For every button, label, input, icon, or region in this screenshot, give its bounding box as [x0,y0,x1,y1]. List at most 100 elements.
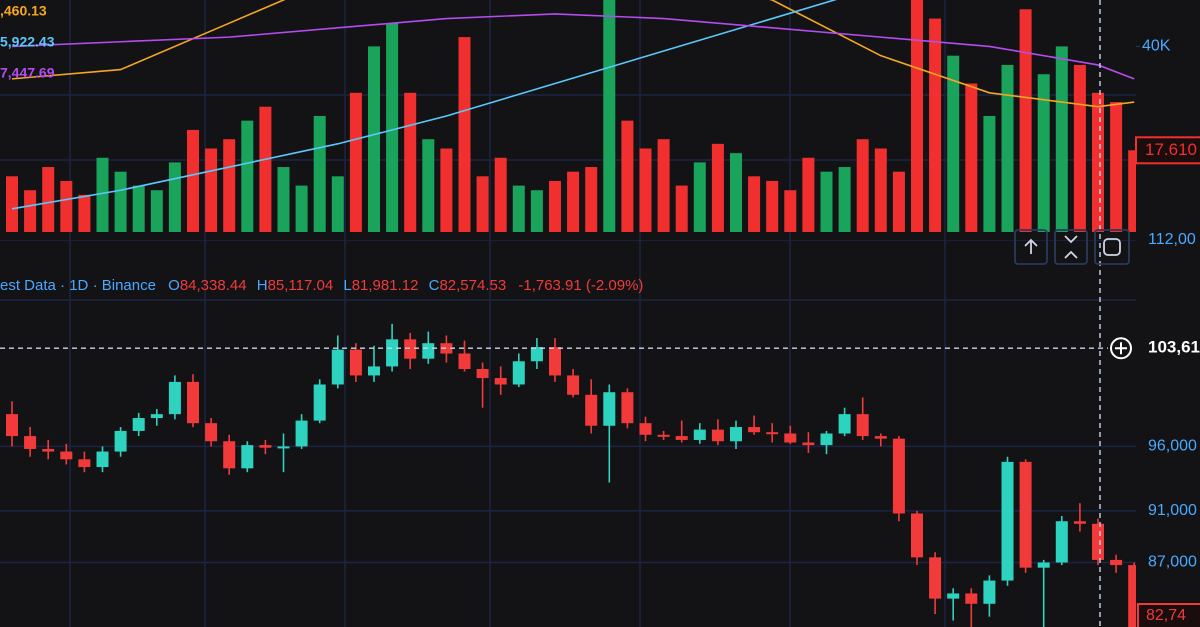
candle-body [820,433,833,446]
candle-body [476,369,489,379]
candle-body [929,557,942,599]
volume-bar [24,190,37,232]
candle-body [567,375,580,395]
volume-bar [856,139,869,232]
indicator-value: 7,447.69 [0,65,55,81]
volume-bar [386,23,399,232]
reset-icon [1103,238,1121,256]
volume-bar [965,83,978,232]
candle-body [223,441,236,469]
current-price-label: 103,61 [1148,338,1200,357]
candle-body [1019,461,1032,568]
candle-body [874,436,887,439]
collapse-button[interactable] [1054,229,1088,265]
candle-body [1128,565,1136,627]
volume-bar [838,167,851,232]
volume-bar [1073,64,1086,232]
candle-body [132,418,145,431]
candle-body [639,423,652,435]
candle-body [422,343,435,359]
candle-body [693,429,706,440]
volume-bar [621,120,634,232]
volume-bar [331,176,344,232]
candle-body [368,366,380,376]
candle-body [295,420,308,447]
candle-body [114,430,127,452]
plus-icon [1115,342,1127,355]
volume-bar [313,116,326,232]
candle-body [748,427,761,433]
volume-bar [730,153,742,232]
volume-bar [820,171,833,232]
candle-body [404,339,417,359]
current-volume-label: 17.610 [1145,140,1197,159]
indicator-line [11,13,1135,80]
candle-body [277,446,290,449]
price-panel [0,240,1136,627]
candle-body [621,392,634,424]
volume-bar [929,18,942,232]
candle-body [603,392,616,426]
scroll-up-button[interactable] [1014,229,1048,265]
candle-body [494,378,507,385]
candle-body [675,436,688,440]
volume-bar [295,185,308,232]
candle-body [1001,461,1014,581]
candle-body [96,451,109,468]
candle-body [856,414,869,437]
candle-body [440,343,453,354]
candle-body [241,445,254,469]
volume-bar [458,37,471,232]
volume-bar [223,139,236,232]
last-price-label: 82,74 [1146,607,1186,624]
volume-bar [277,167,290,232]
reset-button[interactable] [1094,229,1130,265]
candle-body [6,414,18,437]
toolbar[interactable] [1014,229,1130,265]
candle-body [386,339,399,367]
volume-bar [1019,9,1032,232]
volume-bar [259,106,272,232]
candle-body [802,442,815,446]
candle-body [205,423,218,442]
volume-bar [512,185,525,232]
volume-bar [60,180,73,232]
candle-body [838,414,851,434]
volume-bar [187,129,199,232]
volume-bar [1001,64,1014,232]
candle-body [965,593,978,604]
candle-body [78,459,91,468]
volume-bar [657,139,670,232]
y-tick-label: 40K [1142,38,1171,55]
volume-bar [440,148,453,232]
volume-bar [241,120,254,232]
y-tick-label: 112,00 [1148,231,1196,248]
interval: 1D [69,277,88,294]
low-value: 81,981.12 [352,277,419,294]
volume-bar [947,55,960,232]
candle-body [1092,523,1104,560]
candle-body [892,438,905,514]
candle-body [150,414,163,419]
candle-body [42,448,55,452]
volume-bar [639,148,652,232]
volume-bar [404,92,417,232]
volume-bar [494,157,507,232]
indicator-line [11,0,838,210]
candle-body [530,347,543,362]
volume-bar [784,190,797,232]
candle-body [313,384,326,421]
candle-body [259,445,272,448]
volume-bar [748,176,761,232]
add-order-button [1110,337,1132,360]
y-tick-label: 87,000 [1148,554,1197,571]
candle-body [60,451,73,460]
high-value: 85,117.04 [268,277,334,294]
current-volume-tag [1135,136,1200,165]
volume-bar [892,171,905,232]
volume-bar [168,162,181,232]
candle-body [1073,521,1086,524]
indicator-value: ,460.13 [0,3,47,19]
close-label: C [429,277,440,294]
